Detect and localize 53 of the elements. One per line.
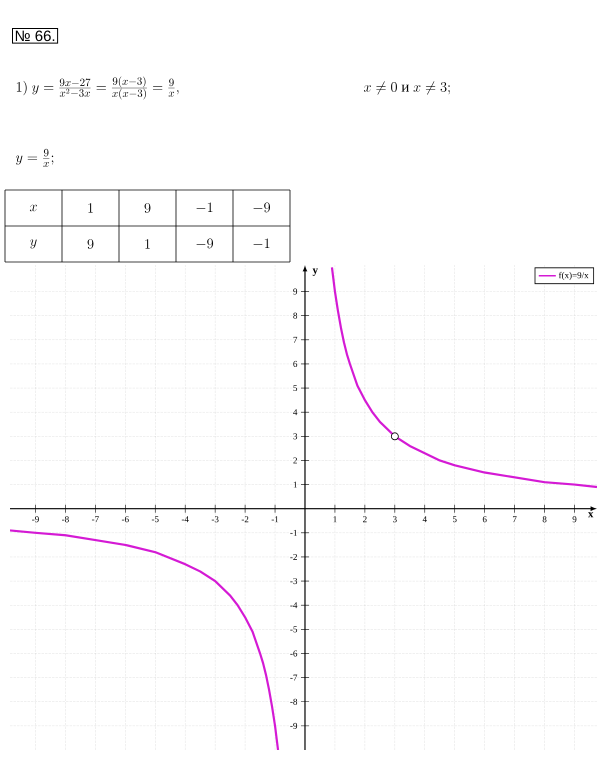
x-tick-label: 8 bbox=[542, 516, 547, 522]
x-tick-label: 5 bbox=[453, 516, 457, 522]
text: $y=\frac{9}{x};$ bbox=[16, 148, 54, 167]
y-tick-label: -8 bbox=[290, 698, 298, 705]
x-tick-label: -2 bbox=[242, 516, 249, 522]
text: $x\neq 0\mbox{ и }x\neq 3;$ bbox=[364, 81, 450, 95]
text: $y$ bbox=[30, 239, 37, 249]
y-axis-title: y bbox=[312, 268, 318, 276]
y-tick-label: 2 bbox=[294, 457, 298, 464]
text: $1$ bbox=[145, 239, 150, 249]
x-tick-label: 9 bbox=[572, 516, 577, 522]
y-tick-label: 4 bbox=[293, 409, 298, 416]
x-tick-label: -5 bbox=[152, 516, 159, 522]
y-tick-label: -7 bbox=[290, 674, 298, 681]
y-tick-label: 7 bbox=[294, 336, 298, 343]
x-tick-label: -1 bbox=[272, 516, 278, 522]
x-tick-label: 3 bbox=[393, 516, 397, 522]
x-tick-label: 6 bbox=[483, 516, 487, 522]
x-tick-label: -7 bbox=[92, 516, 100, 522]
y-tick-label: 8 bbox=[294, 312, 298, 319]
text: $-1$ bbox=[196, 202, 213, 212]
x-tick-label: 4 bbox=[422, 516, 428, 522]
x-tick-label: 2 bbox=[363, 516, 367, 522]
text: $-9$ bbox=[196, 238, 214, 248]
text: $-1$ bbox=[254, 238, 270, 248]
text: $1)\ y=\frac{9x-27}{x^2-3x}=\frac{9(x-3)}{x(x-3)}=\frac{9}{x},$ bbox=[17, 76, 179, 100]
x-tick-label: -3 bbox=[212, 516, 219, 522]
y-tick-label: -2 bbox=[290, 554, 298, 560]
y-tick-label: 3 bbox=[294, 433, 298, 440]
x-axis-title: x bbox=[588, 512, 594, 518]
y-tick-label: -9 bbox=[290, 722, 298, 729]
text: $9$ bbox=[144, 203, 151, 213]
x-tick-label: -6 bbox=[122, 516, 129, 522]
chart-title: № 66. bbox=[16, 30, 54, 42]
x-tick-label: 7 bbox=[513, 516, 517, 522]
x-tick-label: -4 bbox=[182, 516, 190, 522]
text: $1$ bbox=[88, 203, 94, 213]
y-tick-label: 5 bbox=[294, 385, 298, 392]
legend-label: f(x)=9/x bbox=[559, 272, 589, 280]
y-tick-label: -4 bbox=[290, 602, 298, 608]
x-tick-label: 1 bbox=[334, 516, 337, 522]
y-tick-label: -5 bbox=[290, 626, 298, 632]
x-tick-label: -9 bbox=[32, 516, 40, 522]
y-tick-label: 9 bbox=[293, 288, 298, 295]
y-tick-label: 6 bbox=[294, 360, 298, 367]
text: $-9$ bbox=[254, 202, 270, 212]
y-tick-label: -1 bbox=[290, 530, 298, 536]
text: $x$ bbox=[30, 204, 38, 212]
y-tick-label: 1 bbox=[294, 482, 298, 488]
x-tick-label: -8 bbox=[62, 516, 70, 522]
text: $9$ bbox=[88, 239, 94, 249]
y-tick-label: -6 bbox=[290, 650, 298, 657]
y-tick-label: -3 bbox=[290, 578, 298, 584]
